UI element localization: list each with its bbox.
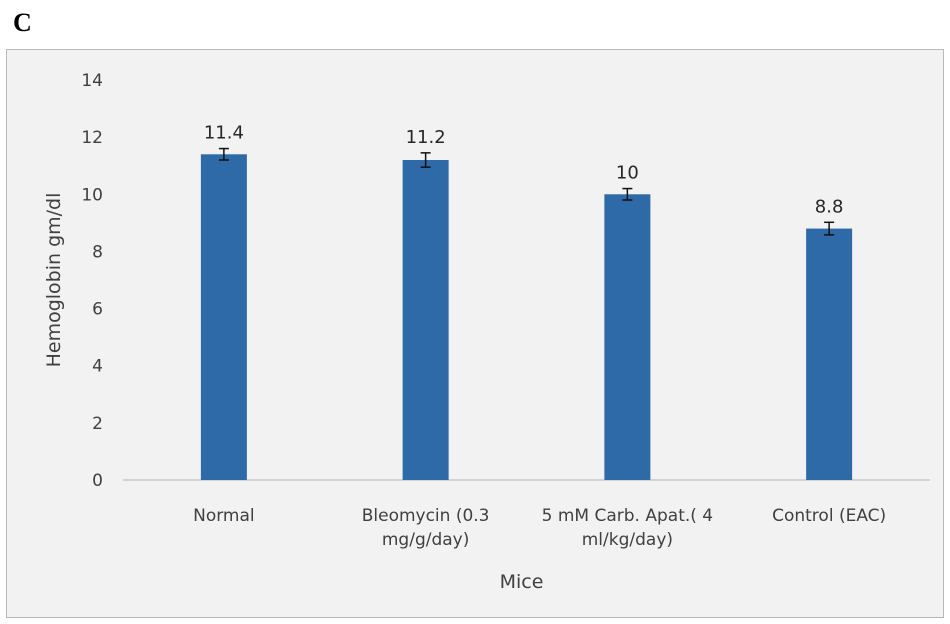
y-tick-label: 14 xyxy=(81,71,103,91)
bar xyxy=(806,228,853,480)
data-label: 10 xyxy=(616,163,639,184)
y-tick-label: 10 xyxy=(81,185,103,205)
panel-label: C xyxy=(13,8,32,37)
x-tick-label: mg/g/day) xyxy=(382,530,470,550)
x-axis-title: Mice xyxy=(500,571,544,593)
x-tick-label: 5 mM Carb. Apat.( 4 xyxy=(542,506,714,526)
bar xyxy=(604,194,651,481)
bar xyxy=(200,154,247,481)
bar xyxy=(402,160,449,480)
x-tick-label: Normal xyxy=(193,506,255,526)
x-tick-label: Control (EAC) xyxy=(772,506,886,526)
y-tick-label: 12 xyxy=(81,128,103,148)
y-tick-label: 8 xyxy=(92,242,103,262)
y-tick-label: 0 xyxy=(92,471,103,491)
data-label: 11.4 xyxy=(204,123,244,144)
y-axis-title: Hemoglobin gm/dl xyxy=(43,193,65,368)
chart-area xyxy=(6,49,944,618)
y-tick-label: 2 xyxy=(92,414,103,434)
x-tick-label: ml/kg/day) xyxy=(582,530,673,550)
data-label: 8.8 xyxy=(815,196,844,217)
y-tick-label: 4 xyxy=(92,357,103,377)
y-tick-label: 6 xyxy=(92,300,103,320)
data-label: 11.2 xyxy=(406,127,446,148)
x-tick-label: Bleomycin (0.3 xyxy=(362,506,490,526)
